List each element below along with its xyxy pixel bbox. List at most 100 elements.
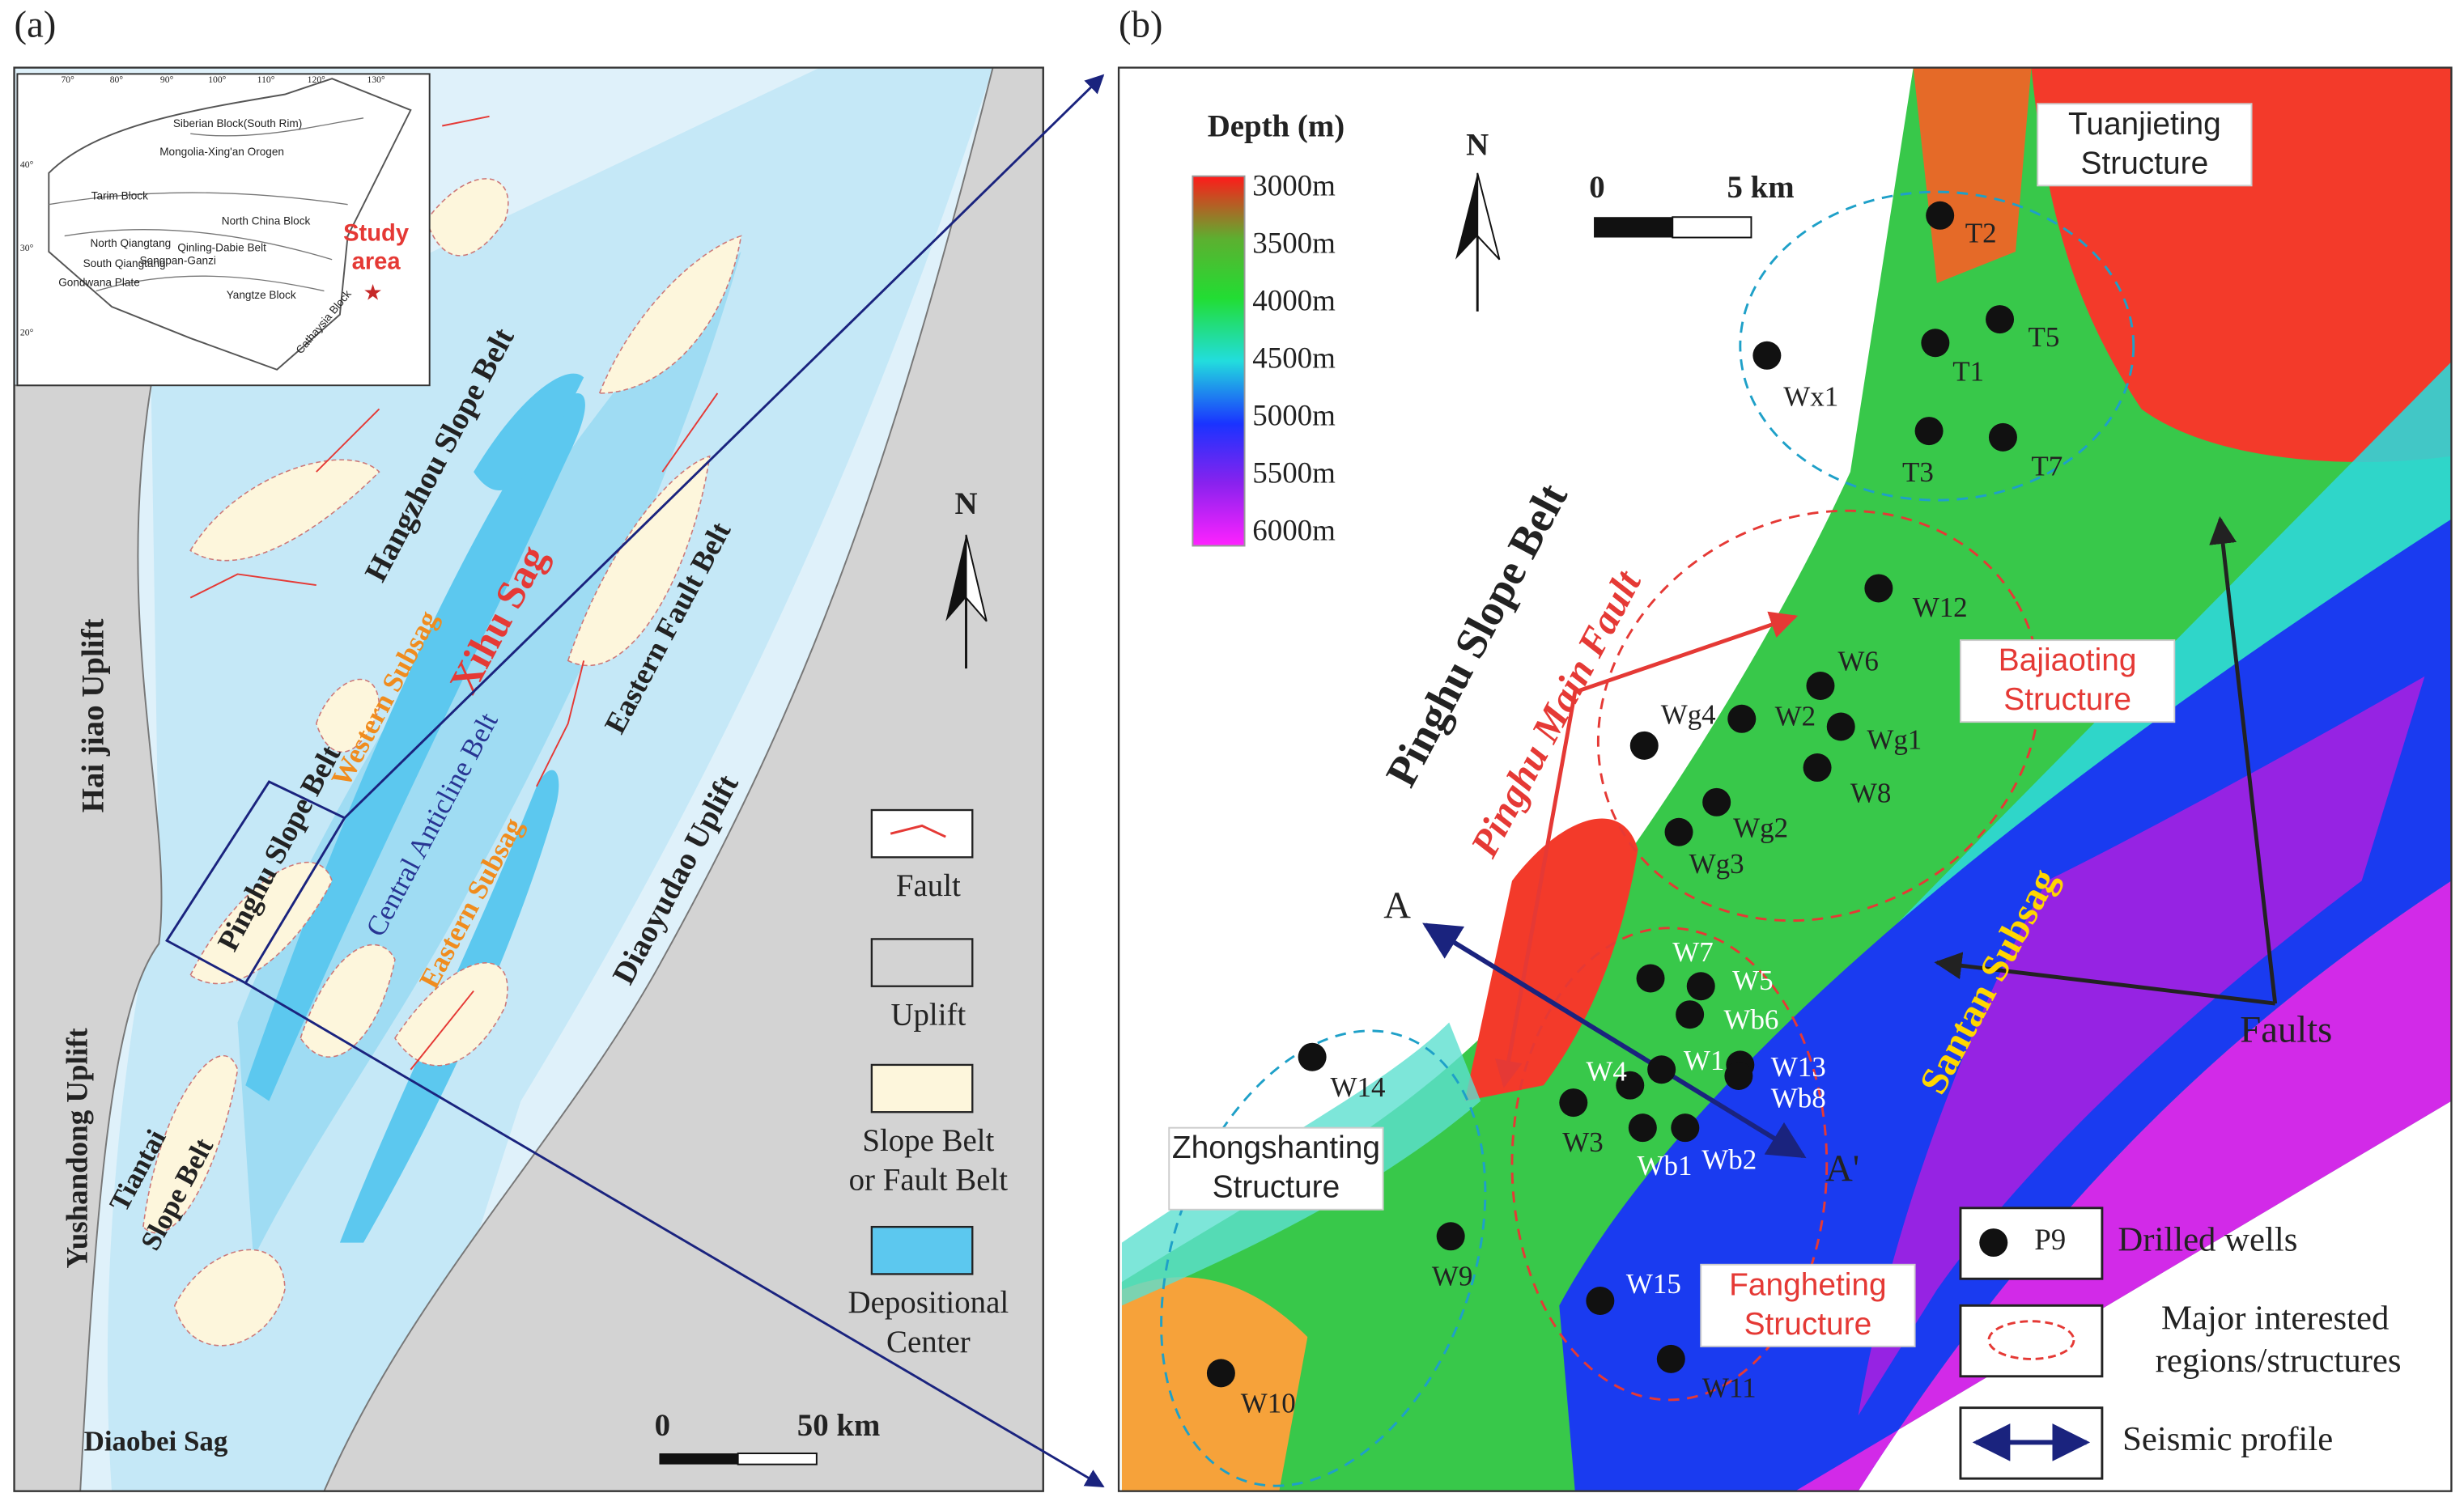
well-label: W2: [1775, 700, 1816, 732]
inset-boundary: [190, 117, 364, 137]
well: [1686, 972, 1715, 1001]
panel-b-frame: [1117, 66, 2453, 1492]
map-magenta: [1795, 880, 2452, 1491]
region-label: Diaobei Sag: [84, 1425, 228, 1457]
inset-block-label: North Qiangtang: [90, 237, 171, 249]
well-label: Wb2: [1701, 1143, 1757, 1175]
inset-block-label: Siberian Block(South Rim): [173, 117, 302, 129]
well-label: Wb1: [1638, 1150, 1693, 1181]
well-label: T3: [1902, 456, 1934, 488]
slope-belt: [393, 962, 508, 1067]
colorbar-title: Depth (m): [1208, 108, 1345, 143]
legend-swatch: [870, 938, 974, 987]
inset-block-label: Songpan-Ganzi: [139, 254, 215, 266]
fault-line: [442, 115, 490, 127]
inset-lon-tick: 130°: [367, 74, 385, 85]
scale-label: 0: [655, 1408, 670, 1443]
structure-box: [2037, 103, 2253, 187]
well: [1914, 417, 1944, 446]
legend-label: Slope Belt: [862, 1123, 994, 1158]
scale-bar: [659, 1453, 738, 1465]
well-label: W7: [1672, 936, 1714, 968]
well-label: W9: [1432, 1260, 1473, 1292]
profile-end-label: A': [1825, 1147, 1859, 1190]
well-label: W11: [1702, 1372, 1757, 1403]
panel-label: (b): [1119, 4, 1162, 46]
study-area-label: area: [352, 248, 401, 274]
scale-label: 50 km: [797, 1408, 881, 1443]
well: [1986, 305, 2015, 334]
colorbar-tick: 5500m: [1252, 456, 1336, 489]
well: [1926, 201, 1955, 230]
structure-label: Structure: [1744, 1307, 1872, 1342]
well: [1988, 422, 2017, 452]
inset-block-label: Mongolia-Xing'an Orogen: [159, 146, 284, 158]
legend-label: Uplift: [890, 998, 966, 1033]
legend-label: or Fault Belt: [849, 1163, 1009, 1198]
inset-boundary: [49, 192, 348, 206]
well-label: W15: [1626, 1268, 1681, 1300]
fault-line: [661, 392, 719, 473]
north-arrow: [1476, 172, 1501, 261]
slope-belt: [315, 678, 380, 753]
well-label: W4: [1586, 1056, 1627, 1088]
inset-lon-tick: 80°: [110, 74, 124, 85]
inset-boundary: [64, 229, 333, 261]
fault-line: [189, 573, 316, 599]
well-label: Wg3: [1689, 848, 1744, 880]
inset-block-label: North China Block: [222, 215, 311, 227]
inset-frame: [16, 73, 431, 387]
structure-label: Fangheting: [1729, 1267, 1886, 1302]
structure-label: Tuanjieting: [2068, 107, 2221, 142]
well: [1664, 817, 1693, 846]
inset-boundary: [96, 275, 325, 292]
inset-lon-tick: 100°: [208, 74, 226, 85]
depositional-center: [474, 373, 584, 491]
well: [1803, 753, 1832, 783]
well: [1727, 704, 1757, 733]
inset-lon-tick: 70°: [61, 74, 74, 85]
slope-belt: [567, 455, 711, 667]
legend-region: [1987, 1320, 2075, 1360]
inset-block-label: Qinling-Dabie Belt: [177, 242, 266, 254]
slope-belt: [189, 459, 380, 562]
legend-label: Depositional: [848, 1285, 1009, 1320]
inset-block-label: Gondwana Plate: [58, 276, 140, 288]
legend-label: Major interested: [2161, 1300, 2389, 1338]
slope-belt: [598, 235, 742, 394]
well: [1864, 574, 1893, 603]
connector: [343, 74, 1105, 819]
well-label: Wg4: [1661, 698, 1716, 730]
well: [1628, 1113, 1657, 1143]
well-label: W1: [1684, 1045, 1725, 1076]
well: [1826, 712, 1855, 741]
fault-pointer: [2209, 516, 2278, 1004]
scale-bar: [1594, 217, 1673, 238]
well-label: W10: [1241, 1388, 1296, 1419]
panel-label: (a): [15, 4, 57, 46]
legend-box: [1959, 1304, 2104, 1378]
inset-lon-tick: 120°: [308, 74, 325, 85]
inset-lon-tick: 90°: [160, 74, 174, 85]
structure-box: [1168, 1126, 1384, 1211]
structure-label: Bajiaoting: [1999, 643, 2137, 678]
well: [1629, 731, 1659, 760]
legend-fault-icon: [890, 824, 946, 838]
region-label: Hai jiao Uplift: [76, 619, 111, 813]
slope-belt: [425, 178, 509, 257]
colorbar-tick: 5000m: [1252, 399, 1336, 432]
well: [1656, 1344, 1685, 1373]
scale-label: 0: [1589, 170, 1604, 205]
region-label: Yushandong Uplift: [61, 1028, 94, 1269]
study-area-label: Study: [343, 220, 410, 246]
profile-end-label: A: [1383, 884, 1411, 927]
faults-label: Faults: [2240, 1009, 2332, 1051]
colorbar-tick: 4000m: [1252, 284, 1336, 317]
north-arrow: [945, 534, 966, 621]
well: [1436, 1222, 1465, 1251]
well: [1676, 1000, 1705, 1029]
inset-block-label: South Qiangtang: [83, 257, 166, 269]
structure-box: [1700, 1263, 1916, 1347]
